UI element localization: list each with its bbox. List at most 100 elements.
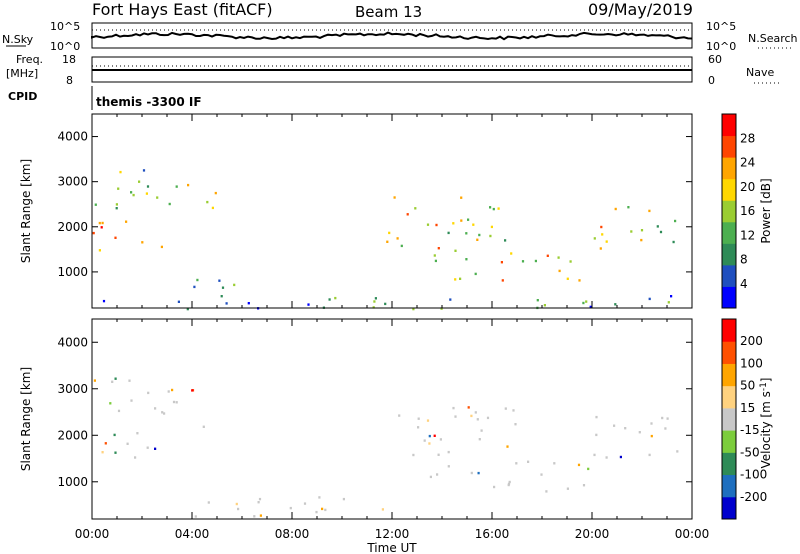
echo-cell [640, 238, 643, 242]
echo-cell [211, 206, 214, 210]
velocity-panel-frame [91, 318, 693, 520]
echo-cell [521, 260, 525, 263]
freq-label-2: [MHz] [6, 67, 38, 80]
echo-cell [506, 445, 509, 448]
echo-cell [104, 442, 107, 445]
echo-cell [557, 256, 560, 259]
colorbar-tick-label: -200 [740, 490, 767, 504]
y-tick-label: 2000 [57, 220, 88, 234]
echo-cell [507, 482, 511, 486]
echo-cell [146, 185, 150, 188]
echo-cell [545, 490, 548, 493]
echo-cell [582, 484, 586, 487]
velocity-colorbar: 200 100 50 15 -15 -50 -100 -200 [721, 318, 767, 520]
colorbar-segment [722, 407, 736, 431]
echo-cell [289, 506, 292, 510]
echo-cell [601, 233, 604, 236]
echo-cell [670, 295, 673, 298]
colorbar-segment [722, 114, 736, 137]
echo-cell [566, 277, 569, 280]
date-title: 09/May/2019 [588, 0, 693, 19]
echo-cell [147, 391, 150, 395]
echo-cell [168, 202, 171, 206]
colorbar-segment [722, 264, 736, 287]
colorbar-segment [722, 319, 736, 342]
echo-cell [102, 299, 106, 303]
nave-tick-top: 60 [708, 53, 722, 66]
x-tick-labels: 00:00 04:00 08:00 12:00 16:00 20:00 00:00 [75, 527, 710, 541]
echo-cell [412, 453, 415, 457]
echo-cell [125, 220, 128, 223]
echo-cell [613, 424, 616, 427]
echo-cell [470, 471, 473, 475]
colorbar-tick-label: 28 [740, 131, 755, 145]
echo-cell [614, 303, 617, 306]
echo-cell [115, 207, 118, 210]
echo-cell [130, 399, 133, 402]
colorbar-frame [721, 113, 737, 309]
echo-cell [93, 379, 96, 382]
colorbar-segment [722, 363, 736, 387]
colorbar-tick-label: -15 [740, 423, 760, 437]
y-tick-label: 2000 [57, 428, 88, 442]
echo-cell [156, 196, 159, 199]
echo-cell [630, 230, 633, 233]
echo-cell [667, 301, 670, 304]
echo-cell [334, 296, 337, 300]
echo-cell [627, 206, 630, 209]
echo-cell [460, 219, 463, 222]
x-tick-label: 16:00 [475, 527, 510, 541]
freq-tick-bottom: 8 [66, 74, 73, 87]
echo-cell [417, 426, 420, 429]
echo-cell [676, 450, 679, 453]
echo-cell [191, 389, 194, 392]
echo-cell [233, 283, 236, 287]
echo-cell [114, 236, 117, 239]
echo-cell [593, 237, 596, 240]
colorbar-tick-label: 15 [740, 401, 755, 415]
echo-cell [220, 295, 223, 298]
echo-cell [504, 407, 507, 410]
echo-cell [650, 434, 653, 438]
cpid-label: CPID [8, 90, 37, 103]
echo-cell [474, 411, 477, 414]
echo-cell [558, 269, 561, 273]
echo-cell [638, 431, 641, 434]
echo-cell [486, 416, 490, 420]
echo-cell [664, 427, 667, 430]
echo-cell [318, 496, 321, 499]
power-axes: 1000 2000 3000 4000 [57, 114, 693, 308]
echo-cell [138, 180, 141, 183]
echo-cell [465, 232, 468, 235]
x-tick-label: 12:00 [375, 527, 410, 541]
echo-cell [324, 508, 327, 512]
echo-cell [589, 305, 592, 309]
echo-cell [259, 514, 262, 517]
echo-cell [433, 254, 436, 257]
echo-cell [648, 297, 651, 301]
echo-cell [429, 475, 432, 479]
echo-cell [454, 415, 457, 418]
echo-cell [436, 473, 439, 476]
echo-cell [447, 450, 450, 454]
echo-cell [303, 502, 307, 505]
echo-cell [100, 226, 103, 229]
freq-label-1: Freq. [16, 53, 43, 66]
echo-cell [434, 259, 437, 263]
power-colorbar: 4 8 12 16 20 24 28 [721, 113, 755, 309]
velocity-ylabel: Slant Range [km] [19, 367, 33, 471]
echo-cell [321, 507, 324, 511]
echo-cell [467, 218, 470, 221]
nsky-panel [91, 22, 693, 49]
echo-cell [437, 247, 440, 250]
echo-cell [388, 231, 391, 235]
echo-cell [661, 416, 664, 420]
echo-cell [435, 223, 438, 227]
echo-cell [423, 439, 426, 442]
power-heatmap [92, 169, 677, 311]
echo-cell [540, 473, 543, 476]
echo-cell [605, 456, 608, 459]
velocity-heatmap [93, 377, 679, 518]
echo-cell [489, 234, 492, 238]
echo-cell [130, 191, 133, 194]
